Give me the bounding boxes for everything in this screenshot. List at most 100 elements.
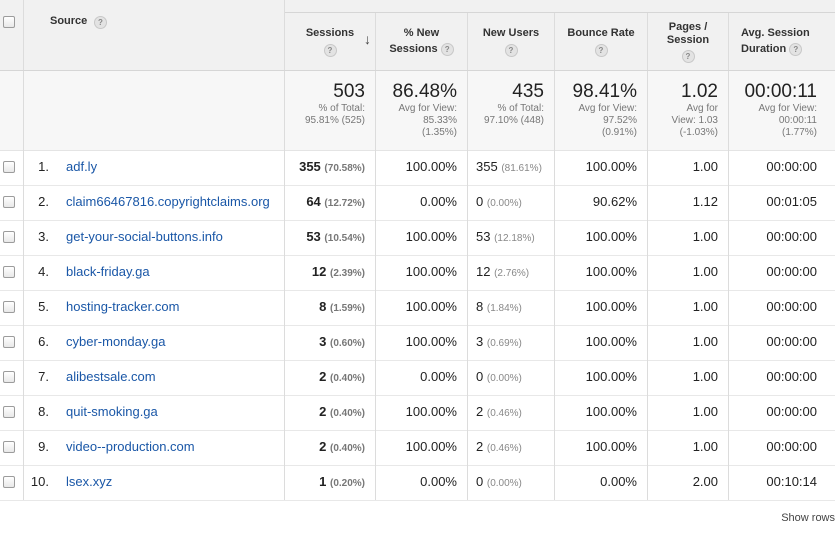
header-new-sessions[interactable]: % New Sessions ? xyxy=(376,13,468,70)
row-checkbox[interactable] xyxy=(3,371,15,383)
row-checkbox[interactable] xyxy=(3,301,15,313)
sessions-value: 8 xyxy=(319,299,327,314)
source-link[interactable]: adf.ly xyxy=(66,159,98,174)
row-index: 9. xyxy=(38,439,49,454)
bounce-rate-cell: 100.00% xyxy=(555,430,648,465)
new-sessions-cell: 100.00% xyxy=(376,395,468,430)
row-select-cell xyxy=(0,290,24,325)
sessions-cell: 2 (0.40%) xyxy=(285,395,376,430)
table-row: 9. video--production.com 2 (0.40%) 100.00% 2… xyxy=(0,430,835,466)
source-link[interactable]: black-friday.ga xyxy=(66,264,150,279)
table-row: 5. hosting-tracker.com 8 (1.59%) 100.00% 8 (… xyxy=(0,290,835,326)
sessions-pct: (0.40%) xyxy=(329,408,365,419)
new-users-cell: 12 (2.76%) xyxy=(468,255,555,290)
new-users-value: 8 xyxy=(476,299,484,314)
help-icon[interactable]: ? xyxy=(440,42,454,56)
row-select-cell xyxy=(0,430,24,465)
row-checkbox[interactable] xyxy=(3,266,15,278)
source-link[interactable]: video--production.com xyxy=(66,439,195,454)
bounce-rate-cell: 100.00% xyxy=(555,150,648,185)
row-checkbox[interactable] xyxy=(3,406,15,418)
row-index: 6. xyxy=(38,334,49,349)
row-checkbox[interactable] xyxy=(3,161,15,173)
new-users-value: 355 xyxy=(476,159,498,174)
sessions-value: 12 xyxy=(311,264,327,279)
summary-bounce-rate: 98.41% Avg for View: 97.52% (0.91%) xyxy=(555,71,648,150)
row-index: 7. xyxy=(38,369,49,384)
pages-session-cell: 1.00 xyxy=(648,150,729,185)
pages-session-cell: 1.00 xyxy=(648,360,729,395)
pages-session-cell: 1.00 xyxy=(648,395,729,430)
new-users-pct: (2.76%) xyxy=(494,268,530,279)
header-bounce-rate[interactable]: Bounce Rate ? xyxy=(555,13,648,70)
new-users-cell: 2 (0.46%) xyxy=(468,395,555,430)
new-users-cell: 0 (0.00%) xyxy=(468,465,555,500)
help-icon[interactable]: ? xyxy=(94,16,107,29)
row-select-cell xyxy=(0,465,24,500)
new-users-pct: (0.46%) xyxy=(486,443,522,454)
header-source[interactable]: Source ? xyxy=(24,0,285,70)
source-cell: 4. black-friday.ga xyxy=(24,255,285,290)
avg-duration-cell: 00:00:00 xyxy=(766,264,817,279)
row-checkbox[interactable] xyxy=(3,441,15,453)
source-link[interactable]: claim66467816.copyrightclaims.org xyxy=(66,194,270,209)
row-checkbox[interactable] xyxy=(3,336,15,348)
source-link[interactable]: lsex.xyz xyxy=(66,474,113,489)
bounce-rate-cell: 100.00% xyxy=(555,395,648,430)
table-row: 4. black-friday.ga 12 (2.39%) 100.00% 12 (2.… xyxy=(0,255,835,291)
help-icon[interactable]: ? xyxy=(323,44,337,58)
sessions-cell: 8 (1.59%) xyxy=(285,290,376,325)
new-users-cell: 0 (0.00%) xyxy=(468,360,555,395)
header-sessions[interactable]: Sessions ? ↓ xyxy=(285,13,376,70)
table-row: 3. get-your-social-buttons.info 53 (10.54%… xyxy=(0,220,835,256)
header-new-users[interactable]: New Users ? xyxy=(468,13,555,70)
source-link[interactable]: hosting-tracker.com xyxy=(66,299,180,314)
row-checkbox[interactable] xyxy=(3,476,15,488)
pages-session-cell: 1.00 xyxy=(648,290,729,325)
row-select-cell xyxy=(0,360,24,395)
header-pages-session[interactable]: Pages / Session ? xyxy=(648,13,729,70)
header-avg-duration[interactable]: Avg. Session Duration ? xyxy=(741,27,810,56)
summary-new-users: 435 % of Total: 97.10% (448) xyxy=(468,71,555,150)
table-row: 10. lsex.xyz 1 (0.20%) 0.00% 0 (0.00%) 0.00% 2… xyxy=(0,465,835,501)
row-index: 3. xyxy=(38,229,49,244)
avg-duration-cell: 00:00:00 xyxy=(766,299,817,314)
source-cell: 5. hosting-tracker.com xyxy=(24,290,285,325)
row-checkbox[interactable] xyxy=(3,231,15,243)
row-select-cell xyxy=(0,255,24,290)
bounce-rate-cell: 0.00% xyxy=(555,465,648,500)
new-users-pct: (0.00%) xyxy=(486,478,522,489)
avg-duration-cell: 00:00:00 xyxy=(766,439,817,454)
help-icon[interactable]: ? xyxy=(681,50,695,63)
source-link[interactable]: get-your-social-buttons.info xyxy=(66,229,223,244)
row-select-cell xyxy=(0,395,24,430)
new-users-pct: (12.18%) xyxy=(494,233,535,244)
source-cell: 10. lsex.xyz xyxy=(24,465,285,500)
table-row: 1. adf.ly 355 (70.58%) 100.00% 355 (81.61%) 1… xyxy=(0,150,835,186)
sessions-pct: (10.54%) xyxy=(324,233,365,244)
new-users-cell: 0 (0.00%) xyxy=(468,185,555,220)
summary-new-sessions: 86.48% Avg for View: 85.33% (1.35%) xyxy=(376,71,468,150)
new-users-pct: (0.46%) xyxy=(486,408,522,419)
row-checkbox[interactable] xyxy=(3,196,15,208)
sort-descending-icon[interactable]: ↓ xyxy=(364,31,371,47)
row-select-cell xyxy=(0,220,24,255)
help-icon[interactable]: ? xyxy=(594,44,608,58)
select-all-checkbox[interactable] xyxy=(3,16,15,28)
new-users-value: 0 xyxy=(476,474,484,489)
help-icon[interactable]: ? xyxy=(789,42,803,56)
help-icon[interactable]: ? xyxy=(504,44,518,58)
new-users-pct: (0.00%) xyxy=(486,198,522,209)
pages-session-cell: 1.00 xyxy=(648,220,729,255)
pages-session-cell: 1.00 xyxy=(648,255,729,290)
source-link[interactable]: alibestsale.com xyxy=(66,369,156,384)
sessions-value: 2 xyxy=(319,439,327,454)
source-link[interactable]: cyber-monday.ga xyxy=(66,334,166,349)
summary-avg-duration: 00:00:11 Avg for View: 00:00:11 (1.77%) xyxy=(744,81,817,138)
sessions-cell: 2 (0.40%) xyxy=(285,360,376,395)
pages-session-cell: 1.00 xyxy=(648,325,729,360)
show-rows-label[interactable]: Show rows xyxy=(781,512,835,524)
new-users-cell: 2 (0.46%) xyxy=(468,430,555,465)
source-link[interactable]: quit-smoking.ga xyxy=(66,404,158,419)
source-cell: 3. get-your-social-buttons.info xyxy=(24,220,285,255)
